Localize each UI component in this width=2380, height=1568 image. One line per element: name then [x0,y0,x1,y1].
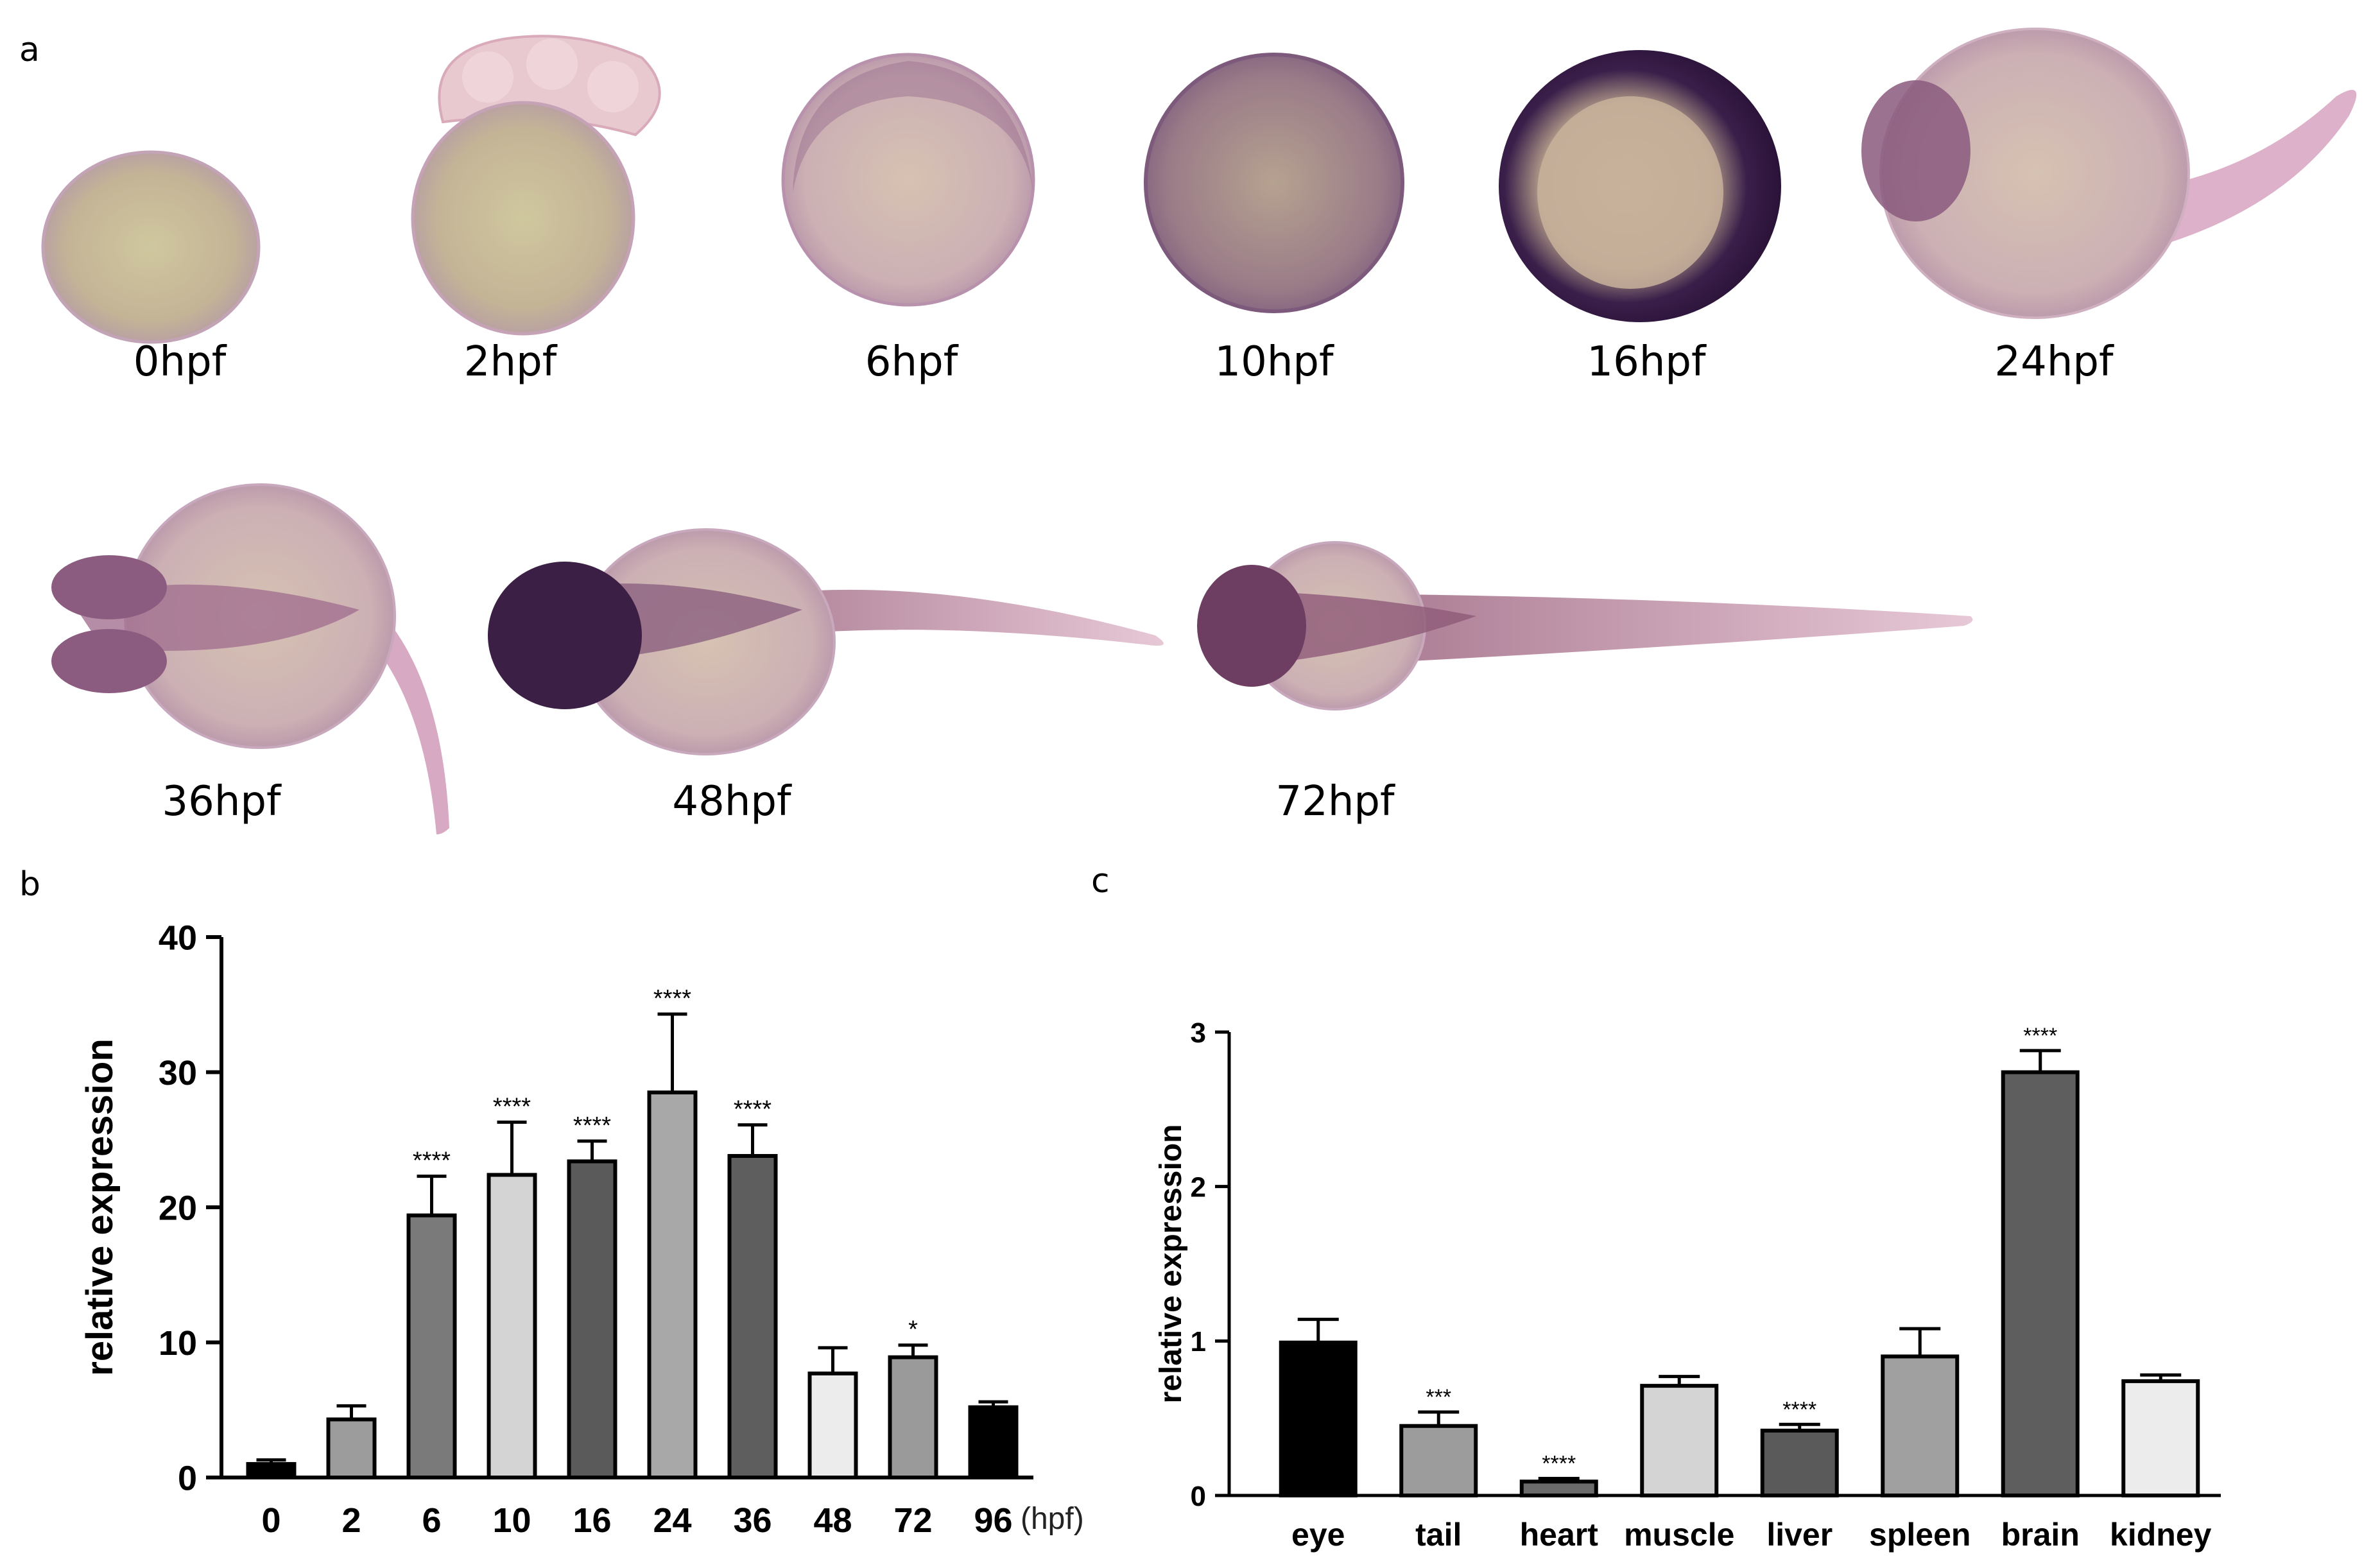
bar-16 [567,1159,617,1480]
embryo-72hpf [1197,541,1973,711]
panel-a-letter: a [19,31,40,69]
bar-6 [406,1213,457,1479]
x-tick-label: 10 [492,1501,531,1540]
bar-eye [1279,1340,1358,1497]
stage-label-36hpf: 36hpf [162,778,282,825]
x-tick-label: 2 [341,1501,361,1540]
embryo-6hpf [781,53,1035,307]
y-tick-label: 40 [159,918,197,957]
x-tick-label: 16 [573,1501,611,1540]
embryo-16hpf [1499,50,1781,322]
x-tick-label: 6 [422,1501,441,1540]
significance-marker: **** [734,1096,772,1123]
chart-c: 0 1 2 3 relative expression eye *** tail **** hea… [1154,1017,2221,1553]
significance-marker: **** [1782,1397,1816,1422]
stage-label-72hpf: 72hpf [1275,778,1395,825]
embryo-0hpf [41,150,261,344]
x-tick-label: tail [1415,1517,1462,1553]
x-tick-label: 36 [733,1501,772,1540]
significance-marker: **** [2023,1024,2057,1048]
stage-label-16hpf: 16hpf [1587,338,1707,386]
bar-10 [487,1173,537,1479]
embryo-2hpf [411,35,661,336]
bar-72 [888,1355,938,1480]
x-tick-label: liver [1766,1517,1832,1553]
significance-marker: * [908,1316,918,1343]
panel-c: c 0 1 2 3 relative expression eye *** tail **** h… [1091,862,2221,1553]
y-axis-title: relative expression [79,1038,121,1376]
x-tick-label: 96 [974,1501,1012,1540]
x-tick-label: 48 [813,1501,852,1540]
stage-label-48hpf: 48hpf [672,778,792,825]
x-axis-unit: (hpf) [1021,1502,1084,1536]
x-tick-label: 0 [261,1501,280,1540]
bar-heart [1519,1479,1598,1498]
bar-kidney [2121,1379,2200,1498]
bar-liver [1760,1428,1839,1497]
y-tick-label: 10 [159,1324,197,1363]
stage-label-10hpf: 10hpf [1214,338,1334,386]
y-tick-label: 30 [159,1054,197,1092]
embryo-24hpf [1861,28,2357,319]
bar-tail [1399,1424,1478,1497]
embryo-36hpf [51,483,449,834]
y-tick-label: 3 [1191,1017,1206,1049]
x-tick-label: heart [1520,1517,1599,1553]
y-tick-label: 20 [159,1189,197,1227]
bar-48 [807,1371,858,1480]
bar-0 [246,1461,297,1479]
x-tick-label: muscle [1624,1517,1734,1553]
bar-24 [647,1090,698,1479]
x-tick-label: 24 [653,1501,691,1540]
stage-label-24hpf: 24hpf [1994,338,2114,386]
panel-b-letter: b [19,865,40,904]
bar-spleen [1881,1354,1960,1497]
y-axis-title: relative expression [1154,1124,1188,1404]
y-tick-label: 0 [178,1459,197,1497]
y-tick-label: 1 [1191,1326,1206,1357]
bar-2 [326,1417,377,1480]
embryo-48hpf [488,528,1164,755]
panel-a: a [19,28,2357,834]
significance-marker: **** [413,1148,451,1175]
bar-36 [727,1154,778,1479]
bar-96 [968,1405,1019,1480]
stage-label-0hpf: 0hpf [134,338,227,386]
bar-muscle [1640,1384,1719,1498]
panel-c-letter: c [1091,862,1110,900]
bar-brain [2001,1070,2080,1498]
x-tick-label: spleen [1869,1517,1970,1553]
significance-marker: **** [573,1112,611,1139]
significance-marker: **** [493,1093,531,1120]
x-tick-label: kidney [2110,1517,2212,1553]
chart-b: 0 10 20 30 40 relative expression 0 2 **** 6 **** 1… [79,918,1084,1540]
significance-marker: **** [1542,1452,1576,1476]
stage-label-2hpf: 2hpf [464,338,558,386]
x-tick-label: eye [1291,1517,1345,1553]
y-tick-label: 2 [1191,1172,1206,1203]
significance-marker: **** [653,985,691,1012]
y-tick-label: 0 [1191,1481,1206,1512]
significance-marker: *** [1426,1385,1451,1409]
x-tick-label: brain [2001,1517,2080,1553]
stage-label-6hpf: 6hpf [865,338,959,386]
x-tick-label: 72 [893,1501,932,1540]
embryo-10hpf [1144,53,1404,313]
